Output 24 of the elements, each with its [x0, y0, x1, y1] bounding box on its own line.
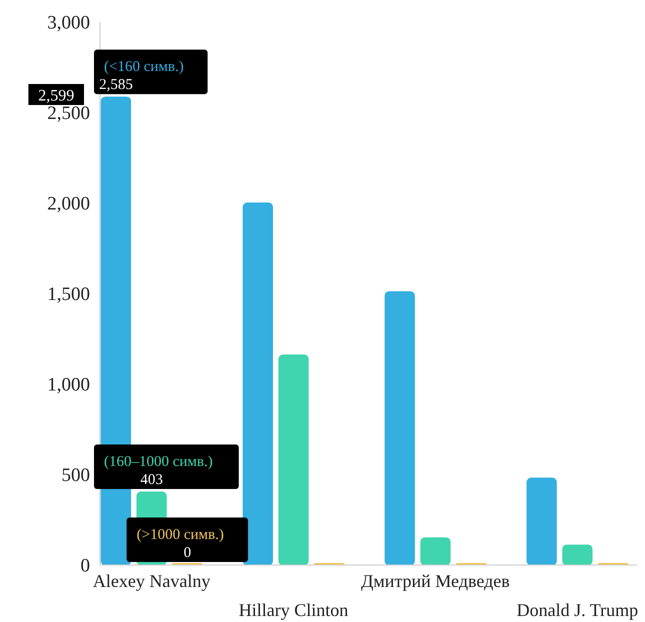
y-tick-label: 3,000 [47, 12, 90, 34]
bar [420, 537, 451, 566]
x-tick-label: Hillary Clinton [238, 600, 348, 620]
x-tick-label: Дмитрий Медведев [361, 571, 510, 591]
data-label: 2,585 [99, 77, 133, 94]
y-tick-label: 2,500 [47, 103, 90, 124]
data-label: 0 [184, 545, 192, 561]
x-tick-label: Donald J. Trump [516, 600, 638, 620]
series-label: (160–1000 симв.) [104, 454, 213, 470]
y-tick-label: 500 [62, 465, 90, 486]
y-tick-label: 0 [80, 556, 90, 577]
bar [562, 544, 593, 566]
series-label: (<160 симв.) [104, 59, 184, 76]
bar [242, 202, 273, 566]
y-tick-label: 1,000 [47, 374, 90, 396]
series-label: (>1000 симв.) [136, 527, 224, 543]
text: 2,599 [38, 88, 74, 105]
bar [278, 354, 309, 566]
y-tick-label: 2,000 [47, 194, 90, 215]
bar [526, 478, 557, 566]
bar [384, 291, 415, 566]
data-label: 403 [140, 472, 163, 488]
x-tick-label: Alexey Navalny [92, 571, 210, 591]
y-tick-label: 1,500 [47, 284, 90, 306]
